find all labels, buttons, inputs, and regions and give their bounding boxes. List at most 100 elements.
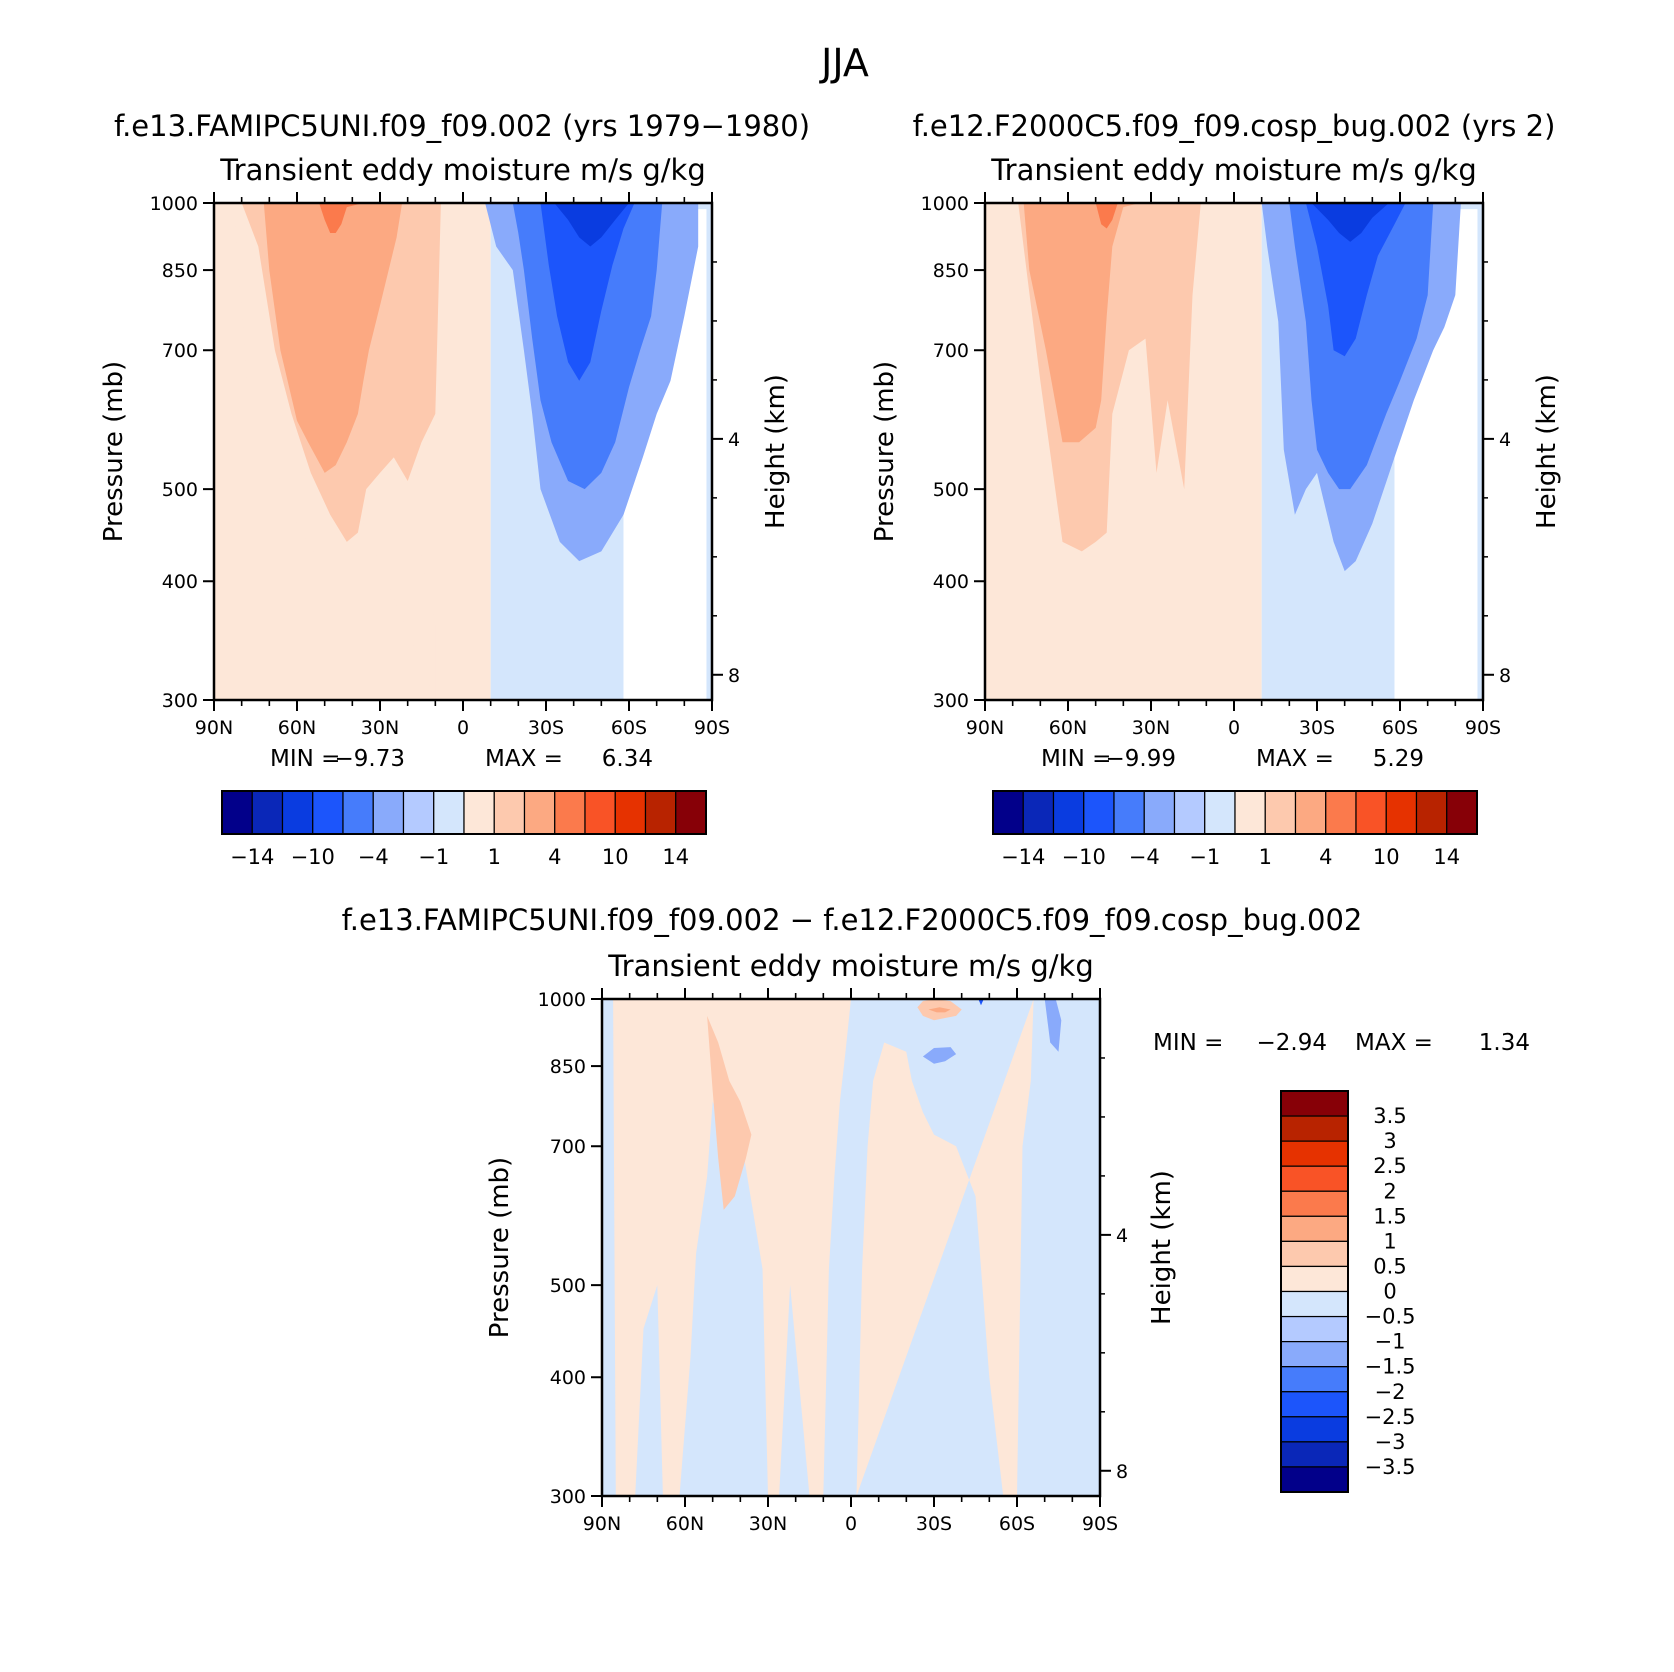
colorbar-swatch	[1280, 1115, 1349, 1142]
y-axis-label: Pressure (mb)	[99, 361, 129, 542]
x-tick-label: 60N	[666, 1513, 704, 1535]
colorbar-label: −3	[1375, 1430, 1406, 1454]
x-tick-label: 30S	[916, 1513, 952, 1535]
y2-axis-label: Height (km)	[1147, 1170, 1177, 1325]
colorbar-swatch	[1234, 790, 1266, 835]
y2-tick-label: 8	[1116, 1461, 1128, 1483]
y-tick-label: 1000	[921, 193, 969, 215]
y-tick-label: 300	[933, 690, 969, 712]
max-value: 1.34	[1479, 1030, 1530, 1056]
colorbar-label: −14	[230, 845, 274, 869]
figure-title: JJA	[819, 41, 869, 85]
colorbar-label: 0	[1383, 1280, 1396, 1304]
colorbar-swatch	[1325, 790, 1357, 835]
colorbar-swatch	[992, 790, 1024, 835]
y-tick-label: 400	[162, 571, 198, 593]
colorbar-swatch	[342, 790, 374, 835]
colorbar-label: −0.5	[1365, 1305, 1416, 1329]
y-tick-label: 300	[162, 690, 198, 712]
contour-region	[554, 203, 629, 247]
colorbar-label: −1.5	[1365, 1355, 1416, 1379]
colorbar-swatch	[1280, 1090, 1349, 1117]
colorbar-swatch	[1280, 1290, 1349, 1318]
panel-top-left: f.e13.FAMIPC5UNI.f09_f09.002 (yrs 1979−1…	[99, 109, 810, 869]
y-tick-label: 300	[550, 1486, 586, 1508]
y2-tick-label: 4	[1499, 429, 1511, 451]
colorbar-swatch	[1022, 790, 1055, 835]
contour-region	[1044, 999, 1062, 1052]
colorbar-swatch	[1280, 1366, 1349, 1393]
x-tick-label: 60S	[999, 1513, 1035, 1535]
colorbar-label: 3.5	[1373, 1104, 1406, 1128]
colorbar-label: −10	[291, 845, 335, 869]
min-label: MIN =	[1041, 746, 1111, 772]
y-tick-label: 400	[550, 1367, 586, 1389]
contour-region	[263, 203, 403, 473]
colorbar-swatch	[523, 790, 556, 835]
y-tick-label: 850	[550, 1056, 586, 1078]
y-tick-label: 850	[933, 260, 969, 282]
colorbar-swatch	[1280, 1441, 1349, 1468]
colorbar-swatch	[614, 790, 647, 835]
colorbar-swatch	[312, 790, 344, 835]
x-tick-label: 30N	[1132, 717, 1170, 739]
colorbar-swatch	[1204, 790, 1236, 835]
contour-region	[1023, 203, 1140, 443]
colorbar-swatch	[1294, 790, 1327, 835]
y-tick-label: 700	[933, 340, 969, 362]
colorbar-frame	[992, 790, 1478, 835]
colorbar-label: −2	[1375, 1380, 1406, 1404]
colorbar-label: 10	[602, 845, 629, 869]
y2-tick-label: 8	[728, 665, 740, 687]
x-tick-label: 30S	[528, 717, 564, 739]
contour-region	[1311, 203, 1389, 242]
colorbar-label: 4	[548, 845, 561, 869]
x-tick-label: 90S	[1465, 717, 1501, 739]
contour-region	[707, 1015, 752, 1210]
colorbar-label: −4	[1129, 845, 1160, 869]
colorbar-frame	[1280, 1090, 1349, 1493]
colorbar-label: 10	[1373, 845, 1400, 869]
contour-region	[922, 1047, 957, 1064]
colorbar-label: −1	[418, 845, 449, 869]
min-value: −9.99	[1106, 746, 1176, 772]
contour-region	[613, 999, 851, 1496]
x-tick-label: 90N	[195, 717, 233, 739]
colorbar-label: 1	[1383, 1229, 1396, 1253]
colorbar-swatch	[372, 790, 405, 835]
colorbar-swatch	[463, 790, 495, 835]
colorbar-swatch	[1280, 1466, 1349, 1493]
contour-region	[1305, 203, 1406, 357]
colorbar-swatch	[1113, 790, 1145, 835]
x-tick-label: 60S	[611, 717, 647, 739]
colorbar-label: 1	[488, 845, 501, 869]
y2-tick-label: 4	[1116, 1225, 1128, 1247]
colorbar-frame	[221, 790, 707, 835]
contour-region	[978, 999, 984, 1006]
colorbar-label: 0.5	[1373, 1254, 1406, 1278]
colorbar-swatch	[1173, 790, 1206, 835]
colorbar-swatch	[1280, 1140, 1349, 1167]
colorbar-swatch	[1083, 790, 1115, 835]
colorbar-swatch	[675, 790, 707, 835]
colorbar-swatch	[1415, 790, 1448, 835]
colorbar-label: 14	[1433, 845, 1460, 869]
colorbar-label: 1.5	[1373, 1204, 1406, 1228]
max-value: 5.29	[1373, 746, 1424, 772]
contour-region	[928, 1007, 951, 1013]
colorbar-swatch	[554, 790, 586, 835]
plot-area	[602, 999, 1100, 1496]
colorbar-label: −1	[1375, 1330, 1406, 1354]
panel-subtitle: Transient eddy moisture m/s g/kg	[990, 153, 1477, 187]
y-tick-label: 700	[162, 340, 198, 362]
colorbar-swatch	[493, 790, 526, 835]
panel-top-right: f.e12.F2000C5.f09_f09.cosp_bug.002 (yrs …	[870, 109, 1562, 869]
max-label: MAX =	[485, 746, 563, 772]
max-value: 6.34	[602, 746, 653, 772]
y-tick-label: 500	[933, 479, 969, 501]
colorbar-label: −1	[1189, 845, 1220, 869]
max-label: MAX =	[1256, 746, 1334, 772]
colorbar-swatch	[1280, 1190, 1349, 1217]
x-tick-label: 30N	[749, 1513, 787, 1535]
colorbar-swatch	[1052, 790, 1085, 835]
